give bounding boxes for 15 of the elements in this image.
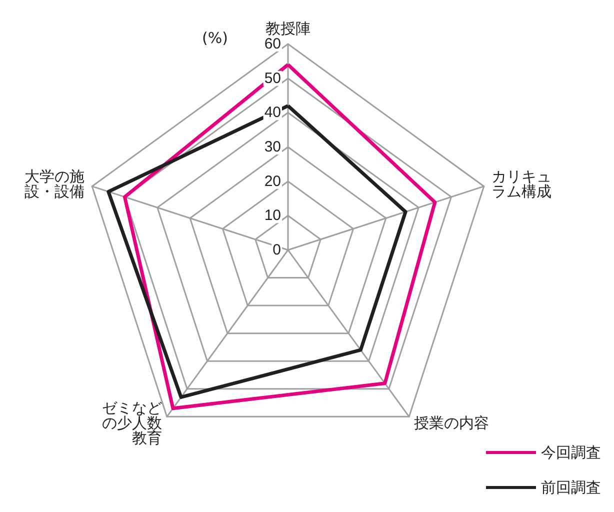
spoke-label: ゼミなどの少人数教育 [102, 399, 162, 448]
y-tick-label: 30 [264, 138, 281, 156]
y-tick-label: 40 [264, 104, 281, 122]
y-tick-label: 50 [264, 70, 281, 87]
legend-label: 今回調査 [541, 444, 601, 462]
spoke-label: カリキュラム構成 [492, 167, 552, 200]
y-tick-label: 10 [264, 207, 281, 224]
spoke-label: 大学の施設・設備 [24, 167, 84, 200]
y-tick-label: 20 [264, 172, 281, 190]
y-tick-label: 0 [272, 242, 281, 258]
spoke-label: 教授陣 [266, 20, 310, 38]
spoke-label: 授業の内容 [414, 414, 489, 432]
legend-label: 前回調査 [541, 478, 601, 496]
y-tick-label: 60 [264, 36, 281, 52]
text: (%) [202, 29, 228, 47]
